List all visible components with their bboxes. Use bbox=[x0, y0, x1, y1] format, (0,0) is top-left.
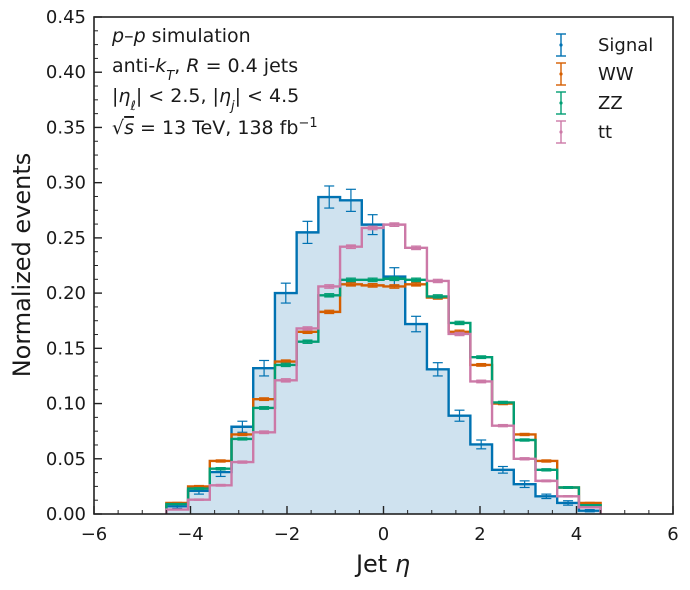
y-tick-label: 0.00 bbox=[46, 504, 86, 525]
series-zz-outline bbox=[165, 277, 602, 514]
y-tick-label: 0.20 bbox=[46, 283, 86, 304]
legend-ww-label: WW bbox=[598, 64, 634, 85]
x-tick-label: −6 bbox=[81, 524, 108, 545]
x-tick-label: 6 bbox=[667, 524, 678, 545]
y-tick-label: 0.15 bbox=[46, 338, 86, 359]
y-tick-label: 0.35 bbox=[46, 117, 86, 138]
series-signal-fill bbox=[166, 197, 601, 514]
x-axis-title: Jet η bbox=[354, 550, 410, 578]
annotation-line-4: √s = 13 TeV, 138 fb−1 bbox=[112, 116, 318, 140]
y-tick-label: 0.25 bbox=[46, 228, 86, 249]
series-layer bbox=[165, 185, 602, 514]
y-tick-label: 0.40 bbox=[46, 62, 86, 83]
legend-tt-label: tt bbox=[598, 122, 612, 143]
x-tick-label: 2 bbox=[474, 524, 485, 545]
legend: Signal WW ZZ tt bbox=[556, 33, 653, 144]
axis-layer: −6 −4 −2 0 2 4 6 0.00 0.05 0.10 0.15 0.20 0.25 0.30 0.… bbox=[46, 7, 679, 545]
x-tick-label: 4 bbox=[571, 524, 582, 545]
x-tick-label: −4 bbox=[177, 524, 204, 545]
series-tt-outline bbox=[165, 223, 602, 514]
legend-zz-label: ZZ bbox=[598, 93, 623, 114]
annotation-line-1: p–p simulation bbox=[111, 25, 251, 47]
y-tick-label: 0.10 bbox=[46, 394, 86, 415]
y-axis-title: Normalized events bbox=[8, 153, 36, 378]
x-tick-label: −2 bbox=[274, 524, 301, 545]
legend-signal-marker bbox=[559, 43, 563, 47]
legend-tt-marker bbox=[559, 130, 563, 134]
annotation-block: p–p simulation anti-kT, R = 0.4 jets |ηℓ… bbox=[111, 25, 318, 139]
legend-zz-marker bbox=[559, 101, 563, 105]
y-tick-label: 0.30 bbox=[46, 173, 86, 194]
y-tick-label: 0.05 bbox=[46, 449, 86, 470]
x-tick-label: 0 bbox=[378, 524, 389, 545]
y-tick-label: 0.45 bbox=[46, 7, 86, 28]
legend-signal-label: Signal bbox=[598, 35, 653, 56]
legend-ww-marker bbox=[559, 72, 563, 76]
